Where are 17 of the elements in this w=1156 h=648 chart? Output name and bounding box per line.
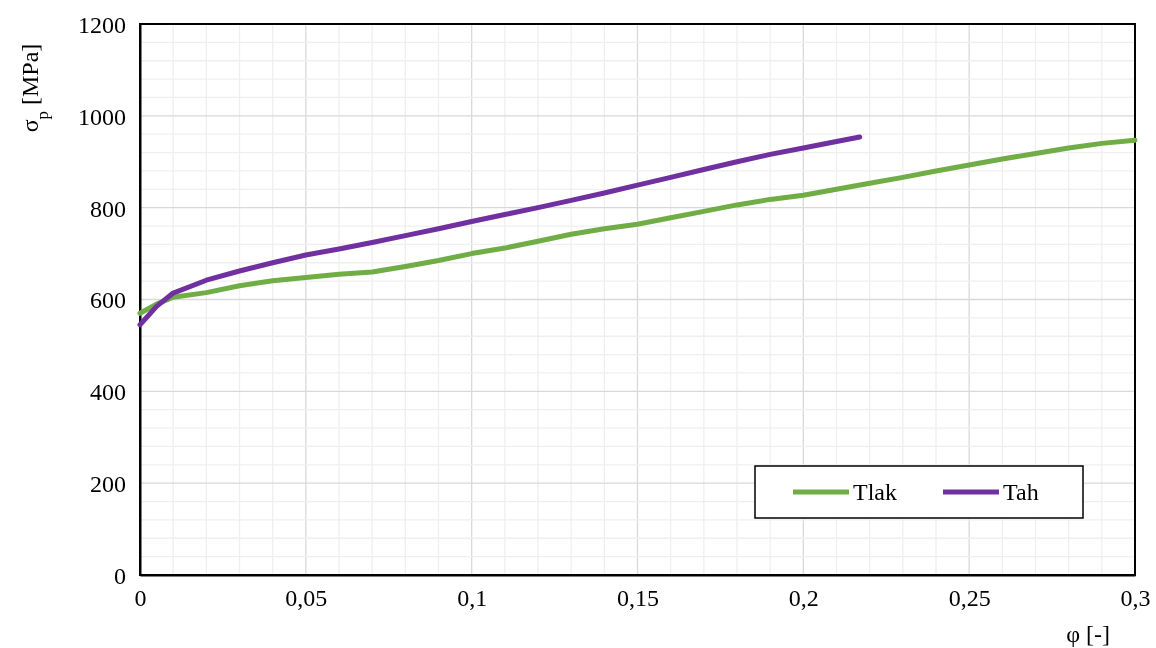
x-tick-label: 0,05 <box>285 585 328 612</box>
y-tick-label: 1200 <box>78 11 126 38</box>
x-tick-label: 0,1 <box>457 585 488 612</box>
y-tick-label: 200 <box>90 471 126 498</box>
y-tick-label: 800 <box>90 195 126 222</box>
x-tick-label: 0,2 <box>788 585 819 612</box>
x-axis-title: φ [-] <box>1066 621 1110 647</box>
legend-label: Tah <box>1003 479 1039 505</box>
x-tick-label: 0,25 <box>948 585 991 612</box>
x-tick-label: 0,3 <box>1120 585 1151 612</box>
y-tick-label: 600 <box>90 287 126 314</box>
x-tick-label: 0,15 <box>617 585 659 612</box>
y-tick-label: 0 <box>114 562 126 589</box>
y-tick-label: 1000 <box>78 103 126 130</box>
x-tick-label: 0 <box>134 585 147 612</box>
legend-label: Tlak <box>853 479 897 505</box>
y-tick-label: 400 <box>90 379 126 406</box>
